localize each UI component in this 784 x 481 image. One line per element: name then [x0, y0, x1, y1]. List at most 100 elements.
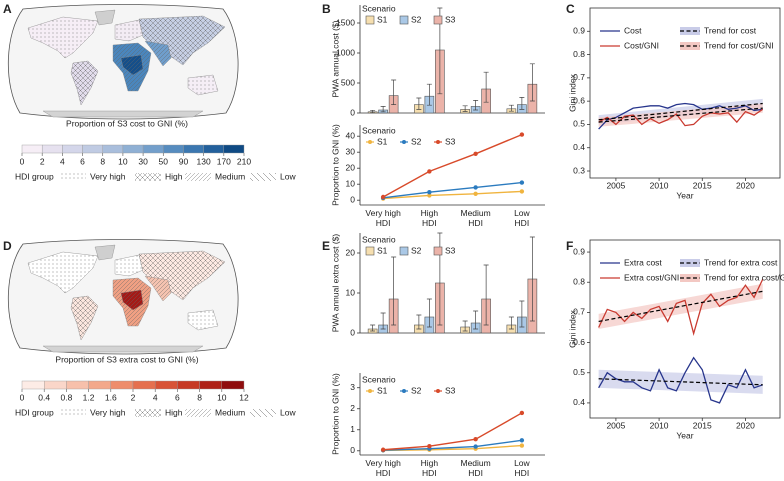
colorbar-tick-label: 6: [80, 156, 85, 166]
y-tick-label: 3: [350, 382, 355, 392]
legend-label: S2: [411, 136, 422, 146]
x-tick-label: 2020: [736, 420, 755, 430]
panel-label: D: [3, 239, 12, 253]
colorbar-swatch: [82, 144, 103, 154]
line: [383, 439, 522, 451]
error-bar: [426, 298, 432, 328]
colorbar-tick-label: 8: [197, 392, 202, 402]
y-tick-label: 0.8: [573, 49, 585, 59]
error-bar: [519, 300, 525, 328]
y-tick-label: 10: [346, 178, 356, 188]
y-tick-label: 0: [350, 327, 355, 337]
colorbar-swatch: [177, 380, 200, 390]
legend-swatch: [399, 15, 409, 25]
colorbar-swatch: [203, 144, 225, 154]
error-bar: [473, 310, 479, 330]
colorbar-tick-label: 130: [197, 156, 211, 166]
colorbar-swatch: [122, 144, 144, 154]
legend-title: Scenario: [362, 3, 396, 13]
error-bar: [426, 83, 432, 106]
legend-label: S3: [445, 136, 456, 146]
colorbar-tick-label: 0: [20, 156, 25, 166]
y-tick-label: 2: [350, 403, 355, 413]
legend-title: HDI group: [15, 171, 54, 181]
legend-label: Low: [280, 171, 296, 181]
line: [383, 190, 522, 200]
y-axis-label: Gini index: [567, 309, 577, 348]
y-axis-label: Gini index: [567, 73, 577, 112]
y-tick-label: 0.4: [573, 142, 585, 152]
marker: [519, 410, 525, 416]
legend-label: Trend for cost/GNI: [704, 40, 774, 50]
confidence-band: [598, 103, 763, 127]
x-tick-label: 2010: [650, 420, 669, 430]
x-tick-label: Very high HDI: [365, 458, 401, 478]
marker: [473, 191, 478, 196]
colorbar-tick-label: 8: [100, 156, 105, 166]
error-bar: [370, 324, 376, 332]
legend-title: Proportion of S3 extra cost to GNI (%): [55, 354, 198, 364]
x-tick-label: Very high HDI: [365, 208, 401, 228]
legend-marker: [402, 389, 406, 393]
colorbar-swatch: [110, 380, 134, 390]
error-bar: [416, 97, 422, 110]
x-tick-label: High HDI: [421, 458, 439, 478]
legend-label: Medium: [215, 407, 245, 417]
legend-label: Trend for extra cost: [704, 257, 778, 267]
legend-label: S2: [411, 245, 422, 255]
y-tick-label: 0.8: [573, 276, 585, 286]
marker: [380, 194, 386, 200]
x-tick-label: Low HDI: [514, 458, 530, 478]
x-axis-label: Year: [676, 190, 693, 200]
y-tick-label: 0.6: [573, 95, 585, 105]
colorbar-swatch: [183, 144, 204, 154]
colorbar-tick-label: 30: [138, 156, 148, 166]
legend-title: Scenario: [362, 374, 396, 384]
y-tick-label: 1000: [336, 47, 355, 57]
colorbar-swatch: [62, 144, 83, 154]
marker: [427, 193, 432, 198]
error-bar: [462, 320, 468, 332]
legend-label: S1: [377, 14, 388, 24]
hdi-swatch: [185, 409, 211, 417]
colorbar-tick-label: 12: [239, 392, 249, 402]
legend-label: Medium: [215, 171, 245, 181]
colorbar-swatch: [102, 144, 124, 154]
colorbar-tick-label: 2: [40, 156, 45, 166]
legend-label: Trend for cost: [704, 25, 757, 35]
colorbar-tick-label: 10: [217, 392, 227, 402]
y-tick-label: 0.9: [573, 246, 585, 256]
trend-line: [598, 378, 763, 386]
line: [598, 278, 764, 336]
x-tick-label: 2015: [693, 180, 712, 190]
error-bar: [519, 97, 525, 110]
error-bar: [416, 314, 422, 330]
error-bar: [391, 256, 397, 326]
y-tick-label: 0.4: [573, 397, 585, 407]
marker: [473, 437, 478, 442]
colorbar-swatch: [199, 380, 223, 390]
legend-swatch: [399, 246, 409, 256]
x-axis-label: Year: [676, 430, 693, 440]
colorbar-swatch: [41, 144, 63, 154]
y-tick-label: 0.5: [573, 367, 585, 377]
y-tick-label: 0: [350, 445, 355, 455]
y-tick-label: 500: [341, 77, 355, 87]
legend-title: Scenario: [362, 234, 396, 244]
legend-marker: [402, 140, 406, 144]
colorbar-swatch: [154, 380, 178, 390]
error-bar: [508, 316, 514, 330]
line: [598, 102, 763, 130]
colorbar-tick-label: 4: [153, 392, 158, 402]
hdi-swatch: [250, 173, 276, 181]
trend-line: [598, 107, 763, 123]
y-tick-label: 20: [346, 247, 356, 257]
error-bar: [483, 71, 489, 103]
legend-label: Low: [280, 407, 296, 417]
legend-label: Very high: [90, 407, 126, 417]
y-axis-label: Proportion to GNI (%): [330, 373, 340, 455]
y-tick-label: 0.9: [573, 26, 585, 36]
x-tick-label: High HDI: [421, 208, 439, 228]
trend-line: [598, 290, 763, 323]
